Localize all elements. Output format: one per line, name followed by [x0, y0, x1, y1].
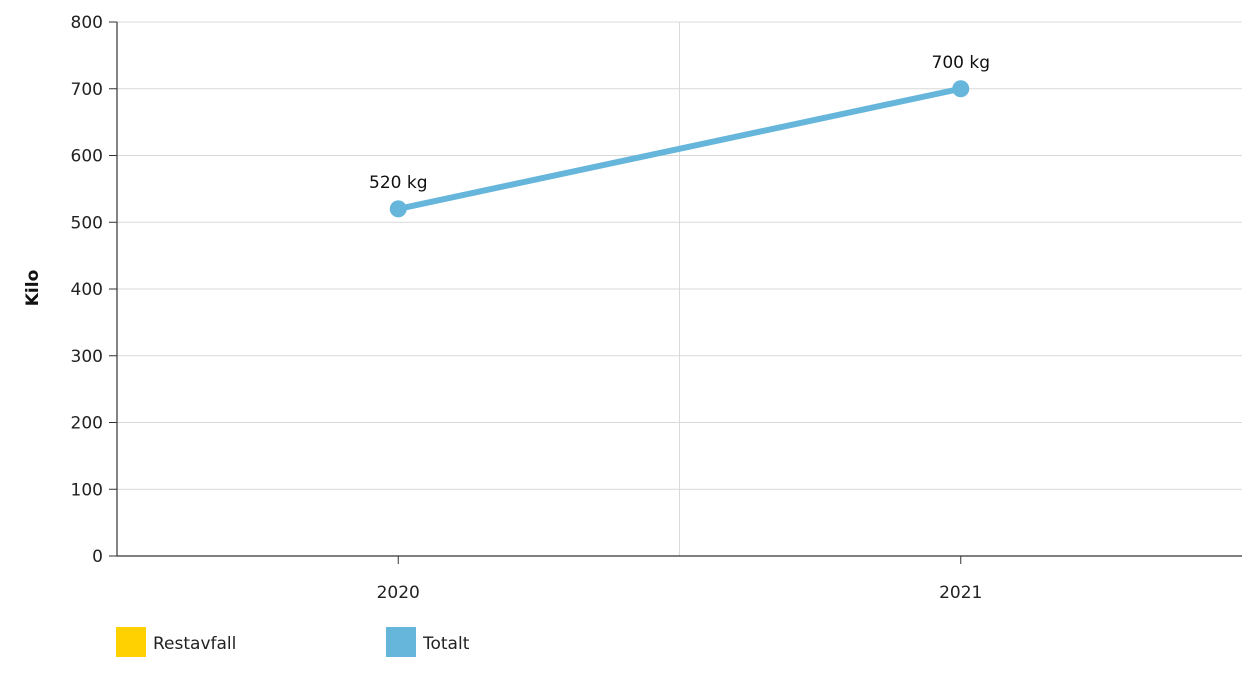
y-tick-label: 600	[71, 147, 103, 167]
data-label: 520 kg	[369, 173, 428, 193]
y-tick-label: 800	[71, 13, 103, 33]
data-point	[389, 200, 407, 218]
data-point	[952, 80, 970, 98]
axis-layer: 0 100 200 300 400 500 600 700 800 2020 2021	[71, 13, 1242, 603]
y-tick-label: 100	[71, 480, 103, 500]
data-label: 700 kg	[932, 53, 991, 73]
y-tick-label: 500	[71, 213, 103, 233]
label-layer: 520 kg 700 kg	[369, 53, 990, 193]
y-tick-label: 400	[71, 280, 103, 300]
grid-layer	[117, 21, 1242, 556]
y-tick-label: 200	[71, 414, 103, 434]
legend-swatch	[386, 627, 416, 657]
y-tick-label: 0	[92, 547, 103, 567]
legend-item: Restavfall	[116, 627, 236, 657]
x-tick-label: 2021	[939, 583, 982, 603]
series-layer	[389, 80, 970, 218]
legend-swatch	[116, 627, 146, 657]
series-line-totalt	[395, 85, 964, 212]
legend-label: Totalt	[422, 634, 470, 654]
y-tick-label: 300	[71, 347, 103, 367]
y-tick-label: 700	[71, 80, 103, 100]
legend: Restavfall Totalt	[116, 627, 470, 657]
y-axis-title: Kilo	[23, 270, 43, 307]
x-tick-label: 2020	[377, 583, 420, 603]
legend-label: Restavfall	[153, 634, 236, 654]
legend-item: Totalt	[386, 627, 470, 657]
